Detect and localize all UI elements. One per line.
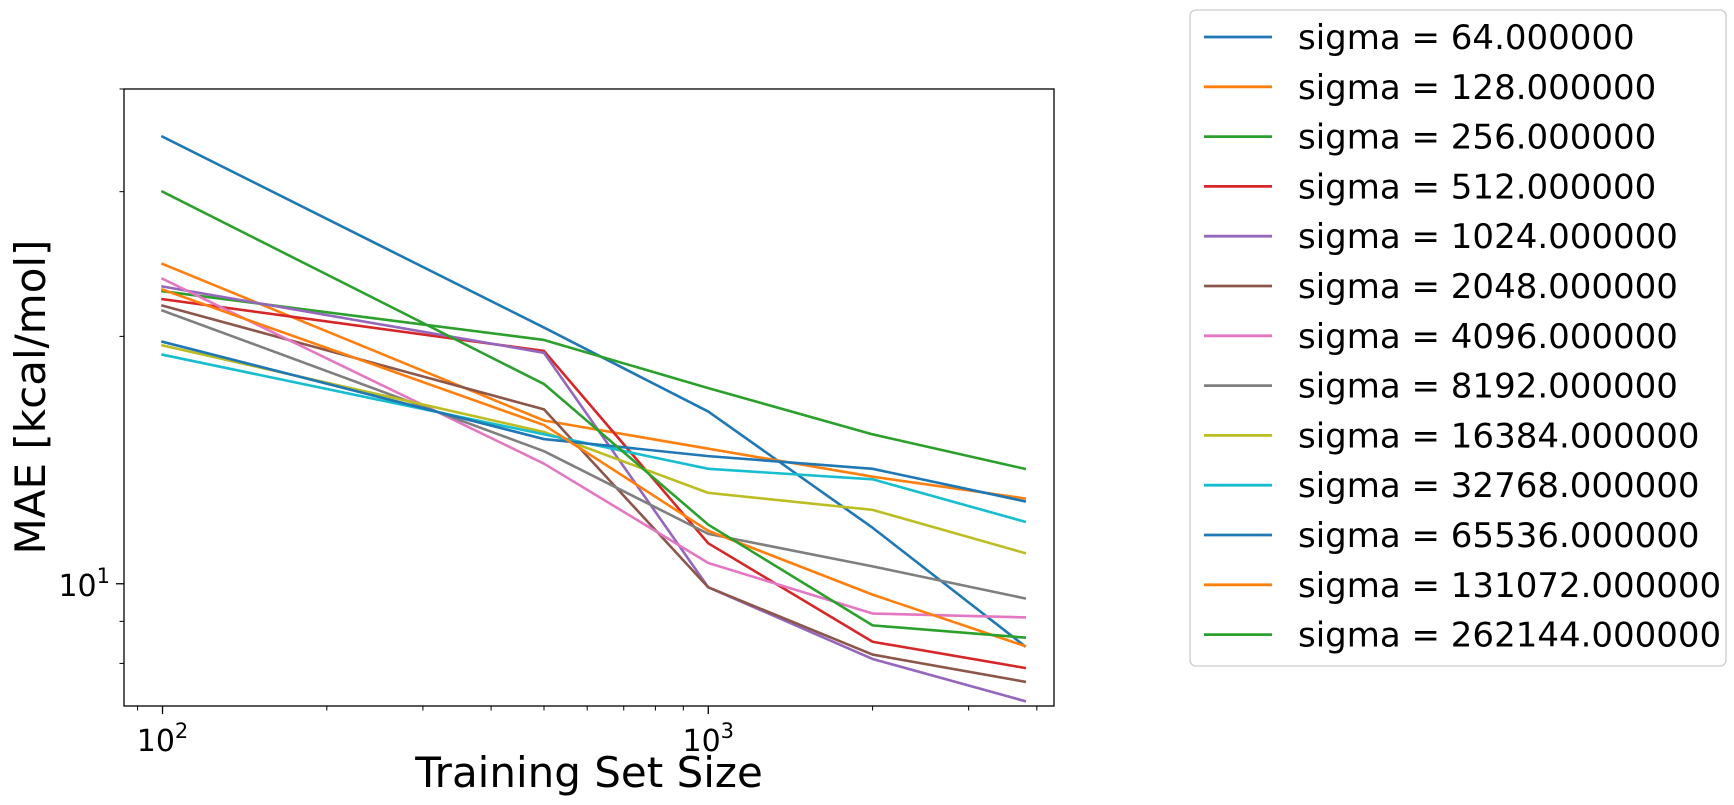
legend-label: sigma = 16384.000000 xyxy=(1298,416,1700,456)
legend-entry: sigma = 128.000000 xyxy=(1204,68,1656,108)
series-line-13 xyxy=(160,189,1027,639)
legend: sigma = 64.000000 sigma = 128.000000 sigma… xyxy=(1189,9,1727,667)
x-tick-label: 103 xyxy=(682,719,734,759)
legend-entry: sigma = 131072.000000 xyxy=(1204,566,1721,606)
x-tick-label: 102 xyxy=(137,719,189,759)
legend-entry: sigma = 512.000000 xyxy=(1204,167,1656,207)
legend-label: sigma = 32768.000000 xyxy=(1298,466,1700,506)
legend-entry: sigma = 64.000000 xyxy=(1204,18,1635,58)
legend-label: sigma = 262144.000000 xyxy=(1298,616,1721,656)
legend-entry: sigma = 2048.000000 xyxy=(1204,267,1678,307)
x-axis-label: Training Set Size xyxy=(414,748,763,797)
legend-entry: sigma = 8192.000000 xyxy=(1204,367,1678,407)
y-tick-label: 101 xyxy=(58,564,110,604)
series-line-3 xyxy=(161,289,1027,471)
legend-entry: sigma = 32768.000000 xyxy=(1204,466,1700,506)
axis-ticks: 102 103 101 xyxy=(58,88,1038,759)
series-lines xyxy=(160,134,1027,703)
legend-entry: sigma = 256.000000 xyxy=(1204,118,1656,158)
series-line-7 xyxy=(160,277,1027,619)
legend-label: sigma = 512.000000 xyxy=(1298,167,1656,207)
plot-frame xyxy=(123,88,1055,707)
legend-label: sigma = 256.000000 xyxy=(1298,118,1656,158)
legend-entry: sigma = 262144.000000 xyxy=(1204,616,1721,656)
legend-label: sigma = 1024.000000 xyxy=(1298,217,1678,257)
legend-entry: sigma = 1024.000000 xyxy=(1204,217,1678,257)
series-line-12 xyxy=(160,287,1027,648)
legend-label: sigma = 131072.000000 xyxy=(1298,566,1721,606)
legend-entry: sigma = 65536.000000 xyxy=(1204,516,1700,556)
legend-label: sigma = 4096.000000 xyxy=(1298,317,1678,357)
legend-label: sigma = 2048.000000 xyxy=(1298,267,1678,307)
series-line-9 xyxy=(160,343,1027,555)
legend-label: sigma = 8192.000000 xyxy=(1298,367,1678,407)
series-line-1 xyxy=(160,134,1027,648)
series-line-11 xyxy=(160,340,1027,503)
legend-entry: sigma = 16384.000000 xyxy=(1204,416,1700,456)
series-line-4 xyxy=(161,297,1027,670)
series-line-2 xyxy=(160,262,1027,500)
legend-label: sigma = 64.000000 xyxy=(1298,18,1635,58)
y-axis-label: MAE [kcal/mol] xyxy=(6,240,55,555)
legend-label: sigma = 128.000000 xyxy=(1298,68,1656,108)
series-line-6 xyxy=(160,304,1027,684)
legend-label: sigma = 65536.000000 xyxy=(1298,516,1700,556)
legend-frame xyxy=(1189,9,1727,667)
legend-entry: sigma = 4096.000000 xyxy=(1204,317,1678,357)
